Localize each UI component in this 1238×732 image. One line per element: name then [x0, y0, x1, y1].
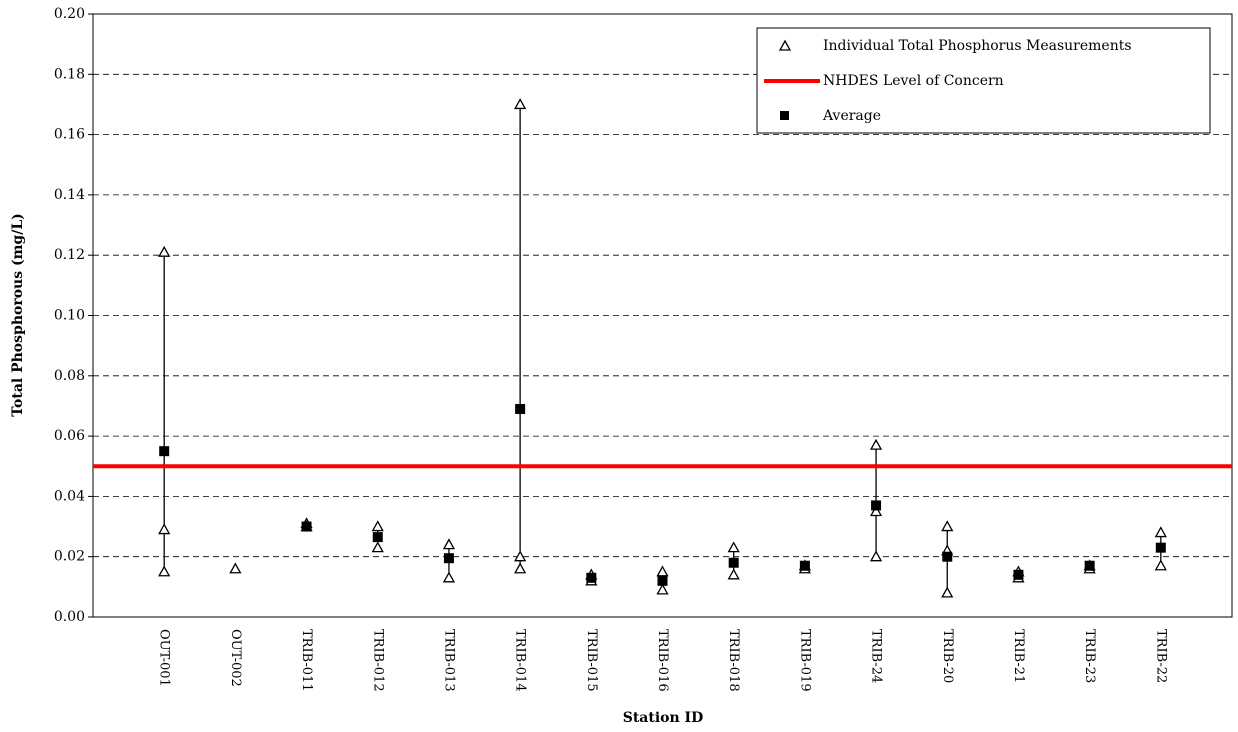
- measurement-point: [869, 505, 883, 517]
- average-point: [301, 521, 312, 532]
- measurement-point: [442, 538, 456, 550]
- y-tick-label: 0.04: [54, 488, 85, 504]
- x-tick-label: TRIB-014: [513, 629, 528, 692]
- average-point: [1155, 542, 1166, 553]
- legend-label: Average: [822, 108, 881, 124]
- legend-marker: [778, 39, 792, 51]
- legend-label: NHDES Level of Concern: [823, 73, 1004, 89]
- measurement-point: [229, 562, 242, 574]
- measurement-point: [371, 541, 384, 553]
- plot-frame: [92, 13, 1233, 618]
- x-tick-label: OUT-001: [157, 629, 172, 687]
- x-tick-label: TRIB-016: [655, 629, 670, 692]
- x-tick-label: TRIB-011: [299, 629, 314, 692]
- x-tick-label: TRIB-013: [441, 629, 456, 692]
- legend-label: Individual Total Phosphorus Measurements: [823, 38, 1132, 54]
- average-point: [372, 532, 383, 543]
- measurement-point: [941, 586, 954, 598]
- average-point: [1084, 560, 1095, 571]
- x-tick-label: TRIB-23: [1082, 629, 1097, 683]
- average-point: [159, 446, 170, 457]
- measurement-point: [656, 583, 669, 595]
- measurement-point: [869, 438, 883, 450]
- measurement-point: [1154, 559, 1167, 571]
- x-tick-label: TRIB-20: [940, 629, 955, 683]
- measurement-point: [514, 562, 527, 574]
- measurement-point: [727, 568, 740, 580]
- x-tick-label: TRIB-018: [726, 629, 741, 692]
- measurement-point: [514, 98, 527, 110]
- y-tick-label: 0.12: [54, 247, 85, 263]
- x-tick-label: TRIB-019: [797, 629, 812, 692]
- average-point: [728, 557, 739, 568]
- x-tick-label: TRIB-015: [584, 629, 599, 692]
- measurement-point: [158, 565, 171, 577]
- legend-box: [756, 27, 1211, 134]
- measurement-point: [869, 550, 883, 562]
- x-tick-label: OUT-002: [228, 629, 243, 687]
- y-tick-label: 0.00: [54, 609, 85, 625]
- measurement-point: [442, 571, 456, 583]
- y-tick-label: 0.10: [54, 308, 85, 324]
- average-point: [443, 553, 454, 564]
- average-point: [942, 551, 953, 562]
- average-point: [515, 403, 526, 414]
- measurement-point: [1154, 526, 1167, 538]
- measurement-point: [941, 520, 954, 532]
- y-tick-label: 0.16: [54, 127, 85, 143]
- y-tick-label: 0.08: [54, 368, 85, 384]
- y-tick-label: 0.06: [54, 428, 85, 444]
- average-point: [871, 500, 882, 511]
- measurement-point: [727, 541, 740, 553]
- average-point: [799, 560, 810, 571]
- x-axis-title: Station ID: [623, 710, 704, 726]
- y-tick-label: 0.14: [54, 187, 85, 203]
- measurement-point: [656, 565, 669, 577]
- y-axis-title: Total Phosphorous (mg/L): [10, 213, 26, 417]
- y-tick-label: 0.02: [54, 549, 85, 565]
- x-tick-label: TRIB-012: [370, 629, 385, 692]
- average-point: [1013, 569, 1024, 580]
- legend-marker: [780, 111, 789, 120]
- y-tick-label: 0.18: [54, 66, 85, 82]
- measurement-point: [158, 523, 171, 535]
- average-point: [586, 572, 597, 583]
- x-tick-label: TRIB-22: [1153, 629, 1168, 683]
- average-point: [657, 575, 668, 586]
- y-tick-label: 0.20: [54, 6, 85, 22]
- x-tick-label: TRIB-21: [1011, 629, 1026, 683]
- measurement-point: [158, 245, 171, 257]
- measurement-point: [371, 520, 384, 532]
- x-tick-label: TRIB-24: [869, 629, 884, 683]
- measurement-point: [514, 550, 527, 562]
